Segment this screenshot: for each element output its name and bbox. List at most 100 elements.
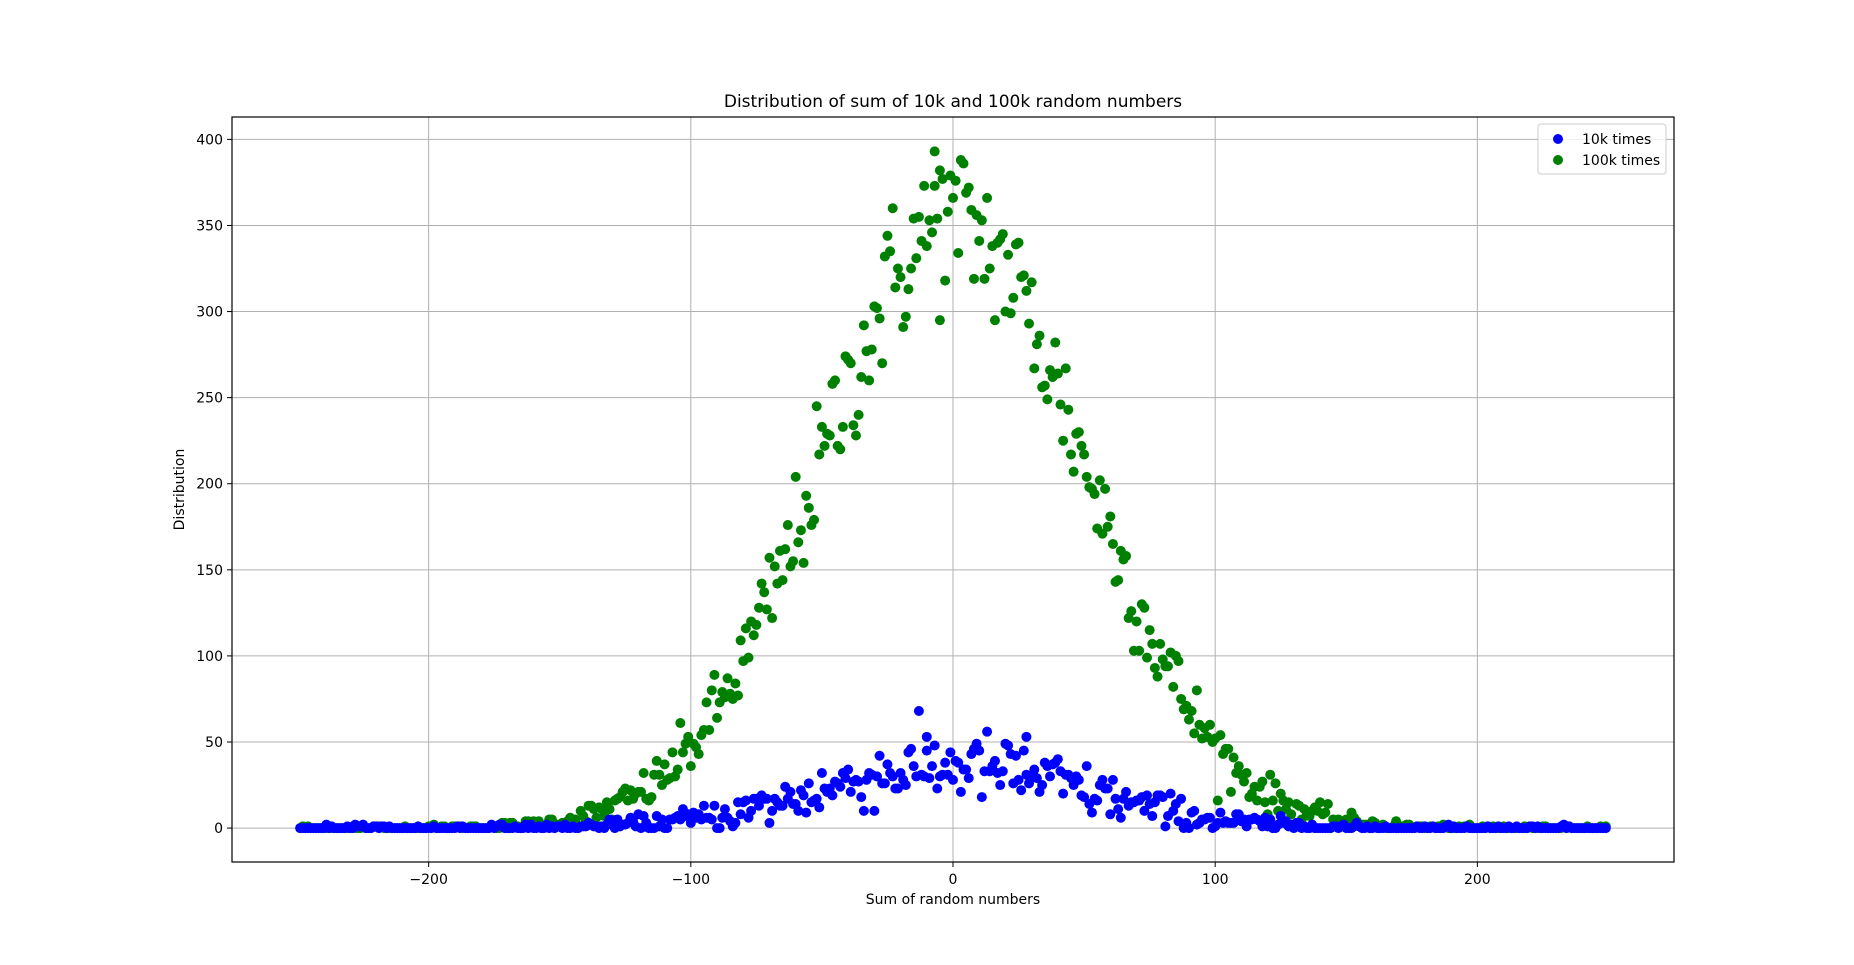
data-point xyxy=(1039,380,1050,391)
data-point xyxy=(1097,528,1108,539)
data-point xyxy=(761,793,772,804)
data-point xyxy=(659,759,670,770)
data-point xyxy=(945,747,956,758)
data-point xyxy=(1600,823,1611,834)
data-point xyxy=(895,272,906,283)
x-tick-label: 100 xyxy=(1202,872,1229,888)
data-point xyxy=(788,556,799,567)
data-point xyxy=(882,759,893,770)
data-point xyxy=(1081,471,1092,482)
data-point xyxy=(911,253,922,264)
data-point xyxy=(1016,785,1027,796)
x-tick-label: −200 xyxy=(409,872,447,888)
data-point xyxy=(1034,330,1045,341)
data-point xyxy=(1186,706,1197,716)
data-point xyxy=(858,805,869,816)
data-point xyxy=(1223,743,1234,754)
data-point xyxy=(1042,394,1053,405)
data-point xyxy=(656,814,667,825)
data-point xyxy=(968,273,979,284)
data-point xyxy=(929,180,940,191)
y-tick-label: 100 xyxy=(196,649,223,665)
data-point xyxy=(743,652,754,663)
data-point xyxy=(874,313,885,324)
data-point xyxy=(730,678,741,689)
data-point xyxy=(730,817,741,828)
series-0 xyxy=(295,706,1611,834)
data-point xyxy=(814,802,825,813)
data-point xyxy=(864,375,875,386)
data-point xyxy=(937,173,948,184)
data-point xyxy=(654,769,665,780)
data-point xyxy=(982,726,993,737)
data-point xyxy=(903,284,914,295)
data-point xyxy=(683,731,694,742)
data-point xyxy=(1233,761,1244,772)
data-point xyxy=(709,800,720,811)
data-point xyxy=(989,755,1000,766)
data-point xyxy=(824,430,835,441)
data-point xyxy=(1073,427,1084,438)
data-point xyxy=(698,800,709,811)
data-point xyxy=(1052,754,1063,765)
data-point xyxy=(1265,769,1276,780)
data-point xyxy=(1134,645,1145,656)
data-point xyxy=(1252,795,1263,806)
data-point xyxy=(940,757,951,768)
data-point xyxy=(706,814,717,825)
data-point xyxy=(845,358,856,369)
data-point xyxy=(1286,809,1297,820)
y-tick-label: 400 xyxy=(196,132,223,148)
data-point xyxy=(1013,237,1024,248)
legend-box xyxy=(1537,123,1667,175)
data-point xyxy=(604,804,615,815)
data-point xyxy=(1089,489,1100,500)
data-point xyxy=(782,520,793,531)
data-point xyxy=(790,471,801,482)
data-point xyxy=(675,718,686,729)
data-point xyxy=(932,783,943,794)
data-point xyxy=(942,206,953,217)
x-tick-label: 0 xyxy=(949,872,958,888)
data-point xyxy=(809,514,820,525)
data-point xyxy=(974,745,985,756)
y-tick-label: 250 xyxy=(196,391,223,407)
data-point xyxy=(1113,804,1124,815)
data-point xyxy=(908,761,919,772)
data-point xyxy=(761,604,772,615)
data-point xyxy=(979,273,990,284)
data-point xyxy=(1322,798,1333,809)
data-point xyxy=(856,371,867,382)
data-point xyxy=(816,421,827,432)
data-point xyxy=(735,809,746,820)
data-point xyxy=(1005,308,1016,319)
y-axis-label: Distribution xyxy=(172,449,188,531)
data-point xyxy=(753,800,764,811)
data-point xyxy=(929,146,940,157)
data-point xyxy=(879,778,890,789)
data-point xyxy=(921,241,932,252)
data-point xyxy=(777,575,788,586)
data-point xyxy=(777,800,788,811)
data-point xyxy=(1283,797,1294,808)
data-point xyxy=(997,229,1008,240)
data-point xyxy=(1113,575,1124,586)
data-point xyxy=(759,587,770,598)
data-point xyxy=(898,322,909,333)
data-point xyxy=(913,211,924,222)
data-point xyxy=(984,263,995,274)
data-point xyxy=(1189,728,1200,739)
data-point xyxy=(1018,270,1029,281)
data-point xyxy=(1058,788,1069,799)
data-point xyxy=(892,263,903,274)
data-point xyxy=(843,764,854,775)
data-point xyxy=(811,401,822,412)
data-point xyxy=(803,778,814,789)
data-point xyxy=(877,358,888,369)
data-point xyxy=(769,561,780,572)
data-point xyxy=(1142,652,1153,663)
data-point xyxy=(1068,466,1079,477)
data-point xyxy=(1018,745,1029,756)
data-point xyxy=(1029,764,1040,775)
